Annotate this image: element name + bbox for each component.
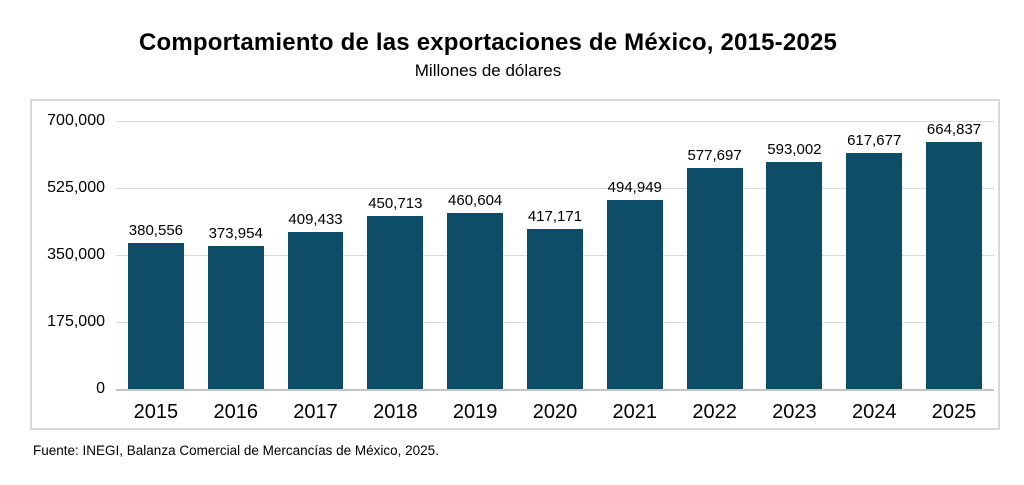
bar-group-2015: 380,556 2015 bbox=[116, 121, 196, 423]
bar-group-2018: 450,713 2018 bbox=[355, 121, 435, 423]
bar-value-label-2024: 617,677 bbox=[847, 131, 902, 149]
source-note: Fuente: INEGI, Balanza Comercial de Merc… bbox=[33, 443, 439, 458]
bar-2023 bbox=[766, 161, 823, 389]
bar-2019 bbox=[447, 212, 504, 389]
x-axis-label-2016: 2016 bbox=[213, 401, 258, 423]
x-axis-label-2021: 2021 bbox=[612, 401, 658, 423]
x-axis-label-2025: 2025 bbox=[931, 401, 977, 423]
x-axis-label-2017: 2017 bbox=[293, 401, 338, 423]
chart-title: Comportamiento de las exportaciones de M… bbox=[138, 29, 838, 56]
bar-value-label-2022: 577,697 bbox=[687, 146, 742, 164]
bar-2016 bbox=[207, 245, 264, 389]
y-axis-tick-label-350,000: 350,000 bbox=[47, 246, 105, 263]
y-axis-tick-label-525,000: 525,000 bbox=[47, 179, 105, 196]
bar-2015 bbox=[127, 243, 184, 389]
bar-2020 bbox=[527, 229, 583, 389]
bar-group-2024: 617,677 2024 bbox=[834, 121, 914, 423]
bar-2021 bbox=[606, 199, 663, 389]
plot-frame: 0 175,000 350,000 525,000 700,000 380,556 201… bbox=[30, 99, 1000, 430]
x-axis-label-2019: 2019 bbox=[452, 401, 498, 423]
x-axis-label-2023: 2023 bbox=[772, 401, 817, 423]
bar-2025 bbox=[926, 142, 982, 389]
y-axis-tick-label-175,000: 175,000 bbox=[47, 313, 105, 330]
bar-group-2021: 494,949 2021 bbox=[595, 121, 675, 423]
x-axis-label-2018: 2018 bbox=[373, 401, 418, 423]
x-axis-label-2024: 2024 bbox=[851, 401, 897, 423]
bar-group-2020: 417,171 2020 bbox=[515, 121, 595, 423]
gridline-700000 bbox=[116, 121, 994, 122]
x-axis-label-2022: 2022 bbox=[692, 401, 737, 423]
x-axis-label-2015: 2015 bbox=[133, 401, 179, 423]
bar-value-label-2025: 664,837 bbox=[926, 121, 982, 138]
bar-value-label-2016: 373,954 bbox=[208, 224, 263, 242]
bar-group-2016: 373,954 2016 bbox=[196, 121, 276, 423]
bar-2018 bbox=[367, 216, 424, 389]
bar-value-label-2021: 494,949 bbox=[607, 178, 662, 196]
bar-2024 bbox=[846, 152, 903, 389]
gridline-525000 bbox=[116, 188, 994, 189]
bar-value-label-2017: 409,433 bbox=[288, 211, 343, 229]
bar-value-label-2018: 450,713 bbox=[368, 195, 423, 213]
bar-group-2025: 664,837 2025 bbox=[914, 121, 994, 423]
plot-area: 0 175,000 350,000 525,000 700,000 380,556 201… bbox=[47, 112, 994, 423]
bar-2017 bbox=[287, 232, 344, 389]
bar-2022 bbox=[686, 167, 743, 389]
bar-value-label-2020: 417,171 bbox=[527, 208, 583, 226]
bar-group-2017: 409,433 2017 bbox=[276, 121, 356, 423]
bar-group-2019: 460,604 2019 bbox=[435, 121, 515, 423]
x-axis-line bbox=[116, 389, 994, 391]
y-axis-tick-label-700,000: 700,000 bbox=[47, 112, 105, 129]
y-axis-tick-label-0: 0 bbox=[96, 380, 105, 397]
chart-subtitle: Millones de dólares bbox=[414, 61, 562, 80]
x-axis-label-2020: 2020 bbox=[532, 401, 578, 423]
bar-group-2023: 593,002 2023 bbox=[755, 121, 835, 423]
bar-value-label-2019: 460,604 bbox=[448, 191, 503, 209]
bar-value-label-2023: 593,002 bbox=[767, 140, 822, 158]
bar-group-2022: 577,697 2022 bbox=[675, 121, 755, 423]
bar-value-label-2015: 380,556 bbox=[128, 222, 184, 240]
bars-container: 380,556 2015 373,954 2016 409,433 2017 450,713… bbox=[116, 121, 994, 423]
